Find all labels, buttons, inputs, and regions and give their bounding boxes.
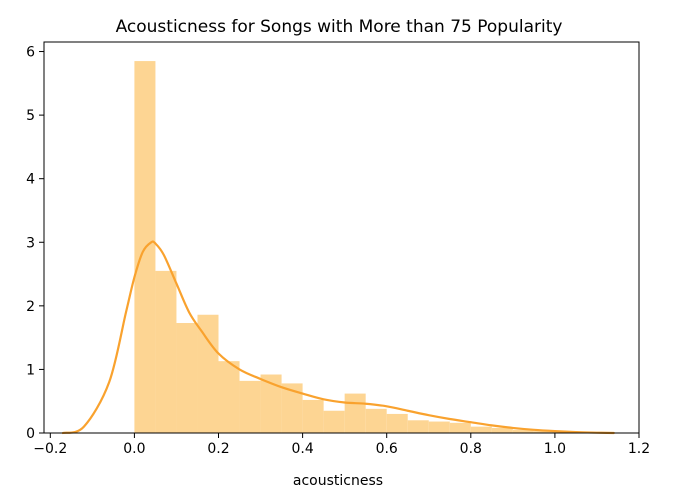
histogram-bar — [239, 380, 261, 433]
x-tick-label: 0.6 — [376, 441, 398, 457]
histogram-bar — [323, 410, 345, 433]
histogram-bar — [155, 270, 177, 433]
chart-title: Acousticness for Songs with More than 75… — [116, 17, 563, 37]
x-tick-label: 0.4 — [291, 441, 313, 457]
x-tick-label: 0.8 — [460, 441, 482, 457]
x-tick-label: 1.2 — [628, 441, 650, 457]
axes: −0.2 0.0 0.2 0.4 0.6 0.8 1.0 1.2 0 1 2 3 4 5 6 — [26, 41, 650, 457]
kde-line — [61, 240, 615, 435]
histogram-bar — [449, 422, 471, 433]
histogram-bar — [428, 421, 450, 433]
histogram-bar — [176, 323, 198, 433]
histogram-bars — [134, 61, 576, 433]
x-tick-label: 0.2 — [207, 441, 229, 457]
histogram-bar — [470, 426, 492, 433]
kde-layer — [61, 240, 615, 435]
histogram-bar — [533, 431, 555, 433]
histogram-bar — [365, 408, 387, 433]
histogram-bar — [512, 429, 534, 433]
y-tick-label: 5 — [26, 108, 35, 124]
plot-frame — [43, 41, 640, 434]
y-tick-label: 1 — [26, 362, 35, 378]
x-axis-label: acousticness — [293, 473, 383, 489]
y-tick-label: 2 — [26, 299, 35, 315]
histogram-bar — [386, 413, 408, 433]
y-tick-label: 4 — [26, 172, 35, 188]
histogram-bar — [218, 361, 240, 433]
histogram-bar — [281, 383, 303, 433]
x-tick-label: 0.0 — [123, 441, 145, 457]
x-tick-label: −0.2 — [33, 441, 67, 457]
x-tick-label: 1.0 — [544, 441, 566, 457]
histogram-bar — [302, 399, 324, 433]
histogram-bar — [197, 314, 219, 433]
histogram-bar — [344, 393, 366, 433]
y-tick-label: 0 — [26, 426, 35, 442]
histogram-bar — [491, 427, 513, 433]
histogram-bar — [407, 420, 429, 433]
histogram-bar — [260, 374, 282, 433]
y-tick-label: 6 — [26, 45, 35, 61]
y-tick-label: 3 — [26, 235, 35, 251]
